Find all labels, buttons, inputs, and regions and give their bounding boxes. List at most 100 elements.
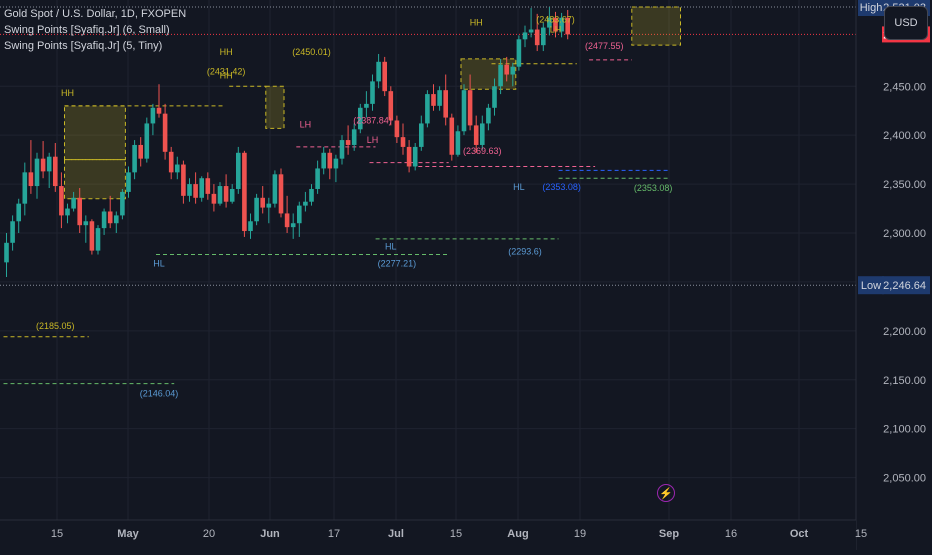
- candle-body: [413, 147, 418, 167]
- swing-label: HH: [628, 0, 641, 2]
- candle: [419, 116, 424, 151]
- swing-label: HL: [385, 242, 397, 252]
- candle-body: [77, 198, 82, 225]
- candle: [10, 215, 15, 250]
- swing-label: (2353.08): [634, 183, 673, 193]
- low-label: Low: [861, 280, 881, 292]
- candle-body: [376, 62, 381, 82]
- candle-body: [401, 137, 406, 147]
- candle: [529, 8, 534, 37]
- candle-body: [364, 104, 369, 108]
- y-tick-label: 2,350.00: [883, 179, 926, 191]
- candle-body: [90, 221, 95, 250]
- candle-body: [224, 186, 229, 202]
- candle-body: [120, 192, 125, 215]
- candle: [285, 196, 290, 233]
- candle: [291, 213, 296, 238]
- candle: [443, 75, 448, 126]
- candle: [328, 149, 333, 179]
- candle: [212, 184, 217, 211]
- candle: [413, 143, 418, 170]
- candle-body: [340, 140, 345, 159]
- candle: [297, 202, 302, 237]
- candle-body: [248, 221, 253, 231]
- candle: [169, 147, 174, 179]
- x-tick-label: Jun: [260, 528, 280, 540]
- candle-body: [108, 211, 113, 223]
- candle-body: [370, 81, 375, 104]
- swing-label: (2450.01): [292, 47, 331, 57]
- candle: [303, 192, 308, 212]
- swing-label: (2483.67): [536, 15, 575, 25]
- candle-body: [498, 65, 503, 87]
- candle: [224, 174, 229, 207]
- candle-body: [242, 153, 247, 231]
- candle-body: [96, 228, 101, 251]
- x-tick-label: Oct: [790, 528, 809, 540]
- chart-title[interactable]: Gold Spot / U.S. Dollar, 1D, FXOPEN: [4, 6, 186, 22]
- candle-body: [511, 67, 516, 75]
- x-tick-label: 19: [574, 528, 586, 540]
- candle: [309, 184, 314, 206]
- candle: [431, 84, 436, 110]
- candle: [181, 161, 186, 204]
- swing-label: HL: [153, 258, 165, 268]
- candle-body: [425, 94, 430, 123]
- candle: [29, 140, 34, 194]
- swing-label: LH: [300, 119, 312, 129]
- indicator-legend-2[interactable]: Swing Points [Syafiq.Jr] (5, Tiny): [4, 38, 186, 54]
- candle: [541, 23, 546, 51]
- candle: [59, 172, 64, 228]
- candle: [236, 147, 241, 194]
- y-tick-label: 2,200.00: [883, 326, 926, 338]
- candle-body: [193, 184, 198, 198]
- candle-body: [285, 213, 290, 227]
- candle: [486, 104, 491, 130]
- swing-label: (2293.6): [508, 247, 542, 257]
- y-tick-label: 2,400.00: [883, 130, 926, 142]
- candle: [47, 153, 52, 188]
- candle: [90, 219, 95, 254]
- y-tick-label: 2,150.00: [883, 375, 926, 387]
- swing-label: HH: [470, 18, 483, 28]
- swing-label: (2277.21): [378, 258, 417, 268]
- candle: [151, 104, 156, 135]
- candle: [218, 182, 223, 205]
- candle: [321, 147, 326, 174]
- candle-body: [59, 186, 64, 215]
- candle-body: [450, 118, 455, 155]
- x-tick-label: 16: [725, 528, 737, 540]
- x-tick-label: 15: [450, 528, 462, 540]
- swing-label: (2369.63): [463, 146, 502, 156]
- candle: [108, 196, 113, 228]
- candle: [132, 140, 137, 179]
- candle-body: [297, 206, 302, 224]
- candle-body: [382, 62, 387, 91]
- high-label: High: [860, 2, 883, 14]
- candle-body: [431, 94, 436, 106]
- grid-layer: [0, 0, 856, 520]
- indicator-legend-1[interactable]: Swing Points [Syafiq.Jr] (6, Small): [4, 22, 186, 38]
- lightning-icon[interactable]: ⚡: [657, 484, 675, 502]
- candle-body: [4, 243, 9, 263]
- candle-body: [16, 204, 21, 222]
- low-value: 2,246.64: [883, 280, 926, 292]
- swing-overlay-layer: [4, 7, 681, 384]
- candle-body: [352, 129, 357, 145]
- candle-body: [169, 152, 174, 173]
- swing-label: (2477.55): [585, 41, 624, 51]
- swing-label: LH: [367, 135, 379, 145]
- candle-body: [303, 202, 308, 206]
- candle-body: [212, 194, 217, 204]
- swing-label: HL: [513, 182, 525, 192]
- candle-body: [267, 204, 272, 208]
- candle: [230, 184, 235, 204]
- candle-body: [462, 90, 467, 131]
- candle: [41, 141, 46, 178]
- candle: [395, 116, 400, 143]
- candle: [248, 213, 253, 238]
- candle-body: [492, 86, 497, 108]
- currency-button[interactable]: USD: [884, 6, 928, 40]
